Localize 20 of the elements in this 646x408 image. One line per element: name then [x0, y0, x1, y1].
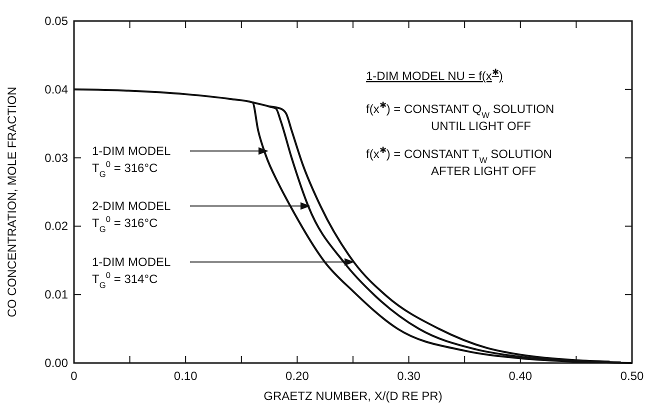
x-tick-label: 0: [70, 369, 78, 383]
y-tick-label: 0.02: [44, 219, 68, 234]
y-tick-label: 0.04: [44, 82, 68, 96]
annotation: 1-DIM MODEL NU = f(x$^{✱}$): [366, 67, 503, 83]
x-tick-label: 0.40: [508, 369, 532, 383]
y-tick-label: 0.03: [44, 150, 68, 165]
annotation: f(x$^{✱}$) = CONSTANT T$_{W}$ SOLUTION AFTER LIGHT OFF: [366, 145, 552, 178]
annotation: f(x$^{✱}$) = CONSTANT Q$_{W}$ SOLUTION UNTIL LIGHT OFF: [366, 100, 554, 133]
annotation: 1-DIM MODEL T$_{G}$$^{0}$ = 314°C: [92, 255, 171, 290]
x-tick-label: 0.10: [174, 369, 198, 383]
annotation: 1-DIM MODEL T$_{G}$$^{0}$ = 316°C: [92, 144, 171, 179]
annotation: 2-DIM MODEL T$_{G}$$^{0}$ = 316°C: [92, 199, 171, 234]
x-tick-label: 0.30: [397, 369, 421, 383]
y-axis-title: CO CONCENTRATION, MOLE FRACTION: [5, 86, 19, 318]
x-tick-label: 0.20: [286, 369, 310, 383]
x-tick-label: 0.50: [620, 369, 644, 383]
y-tick-label: 0.00: [44, 356, 68, 370]
x-axis-title: GRAETZ NUMBER, X/(D RE PR): [264, 389, 442, 403]
y-tick-label: 0.05: [44, 14, 68, 28]
y-tick-label: 0.01: [44, 288, 68, 302]
